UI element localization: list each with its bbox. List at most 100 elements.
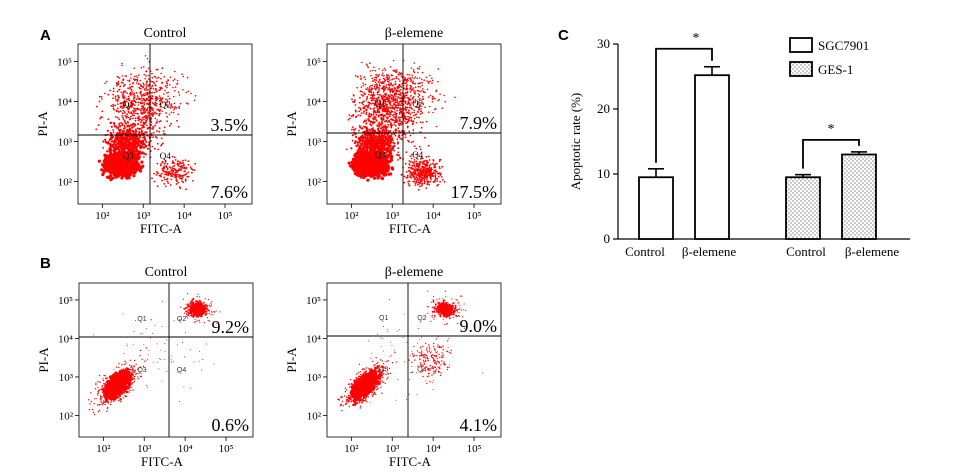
y-tick-label: 10⁵	[58, 295, 73, 307]
legend-swatch	[789, 37, 813, 53]
x-tick-label: 10⁴	[178, 443, 193, 455]
bar-SGC7901-0	[638, 176, 674, 240]
bar-chart: 0 10 20 30 Apoptotic rate (%) Control β-elemen…	[568, 31, 910, 259]
significance-bracket	[655, 47, 713, 163]
x-tick-label: 10³	[385, 443, 400, 455]
y-tick-label: 10⁴	[306, 333, 321, 345]
quadrant-label: Q3	[379, 366, 388, 373]
y-tick-label: 10²	[307, 177, 322, 189]
bar-category-label: β-elemene	[845, 244, 899, 259]
significance-bracket	[802, 139, 860, 169]
flow-plot-A-elemene: β-elemene Q1 Q2 Q3 Q4 7.9% 17.5% 10² 10³ 10⁴ 10⁵ 10…	[284, 26, 502, 236]
quadrant-label: Q2	[412, 98, 423, 108]
y-tick-label: 10²	[59, 410, 74, 422]
y-axis-label: PI-A	[36, 347, 51, 373]
y-tick-label: 10²	[58, 177, 73, 189]
x-tick-label: 10⁵	[218, 210, 233, 222]
quadrant-label: Q3	[137, 367, 146, 374]
y-tick-label: 10³	[59, 372, 74, 384]
quadrant-label: Q4	[417, 366, 426, 373]
bar-y-axis-label: Apoptotic rate (%)	[568, 93, 583, 190]
upper-right-percent: 9.0%	[460, 316, 498, 336]
x-tick-label: 10⁴	[177, 210, 192, 222]
y-axis-label: PI-A	[35, 111, 50, 137]
flow-plot-title: β-elemene	[385, 26, 443, 41]
x-tick-label: 10⁵	[467, 443, 482, 455]
legend-swatch	[789, 61, 813, 77]
y-tick-label: 10³	[307, 372, 322, 384]
bar-y-tick-label: 0	[604, 231, 611, 246]
y-tick-label: 10⁴	[306, 97, 321, 109]
quadrant-label: Q1	[123, 100, 134, 110]
y-axis-label: PI-A	[284, 111, 299, 137]
plot-frame	[78, 282, 254, 438]
panel-label-c: C	[558, 27, 569, 44]
quadrant-label: Q3	[123, 151, 134, 161]
x-axis-label: FITC-A	[389, 454, 432, 469]
quadrant-label: Q1	[379, 315, 388, 322]
y-axis-label: PI-A	[284, 347, 299, 373]
flow-plot-B-control: Control Q1 Q2 Q3 Q4 9.2% 0.6% 10² 10³ 10⁴ 10⁵ 10² 10…	[36, 265, 254, 469]
legend-label: GES-1	[818, 62, 853, 77]
y-tick-label: 10²	[307, 410, 322, 422]
flow-plot-A-control: Control Q1 Q2 Q3 Q4 3.5% 7.6% 10² 10³ 10⁴ 10⁵ 10² 10…	[35, 26, 253, 236]
x-tick-label: 10²	[344, 210, 359, 222]
scatter-dots	[337, 290, 484, 412]
x-tick-label: 10⁵	[219, 443, 234, 455]
quadrant-label: Q3	[375, 150, 386, 160]
y-tick-label: 10⁵	[306, 57, 321, 69]
bar-y-tick-label: 10	[597, 166, 610, 181]
bar-SGC7901-1	[694, 74, 730, 240]
y-tick-label: 10⁴	[58, 333, 73, 345]
x-axis-label: FITC-A	[141, 454, 184, 469]
quadrant-label: Q4	[160, 151, 171, 161]
quadrant-label: Q2	[417, 315, 426, 322]
bar-legend: SGC7901 GES-1	[789, 37, 869, 77]
quadrant-label: Q2	[160, 100, 171, 110]
bar-category-label: β-elemene	[682, 244, 736, 259]
legend-label: SGC7901	[818, 38, 869, 53]
quadrant-label: Q4	[177, 367, 186, 374]
y-tick-label: 10³	[58, 137, 73, 149]
x-tick-label: 10²	[344, 443, 359, 455]
bar-category-label: Control	[786, 244, 826, 259]
panel-label-a: A	[40, 27, 51, 44]
x-tick-label: 10³	[137, 443, 152, 455]
x-tick-label: 10²	[96, 443, 111, 455]
lower-right-percent: 0.6%	[212, 415, 250, 435]
scatter-dots	[87, 293, 221, 416]
flow-plot-B-elemene: β-elemene Q1 Q2 Q3 Q4 9.0% 4.1% 10² 10³ 10⁴ 10⁵ 10²…	[284, 265, 502, 469]
quadrant-label: Q2	[177, 316, 186, 323]
quadrant-label: Q4	[412, 150, 423, 160]
bar-category-label: Control	[625, 244, 665, 259]
panel-label-b: B	[40, 255, 51, 272]
plot-frame	[326, 282, 502, 438]
upper-right-percent: 3.5%	[211, 115, 249, 135]
x-axis-label: FITC-A	[140, 221, 183, 236]
quadrant-label: Q1	[375, 98, 386, 108]
x-tick-label: 10³	[385, 210, 400, 222]
y-tick-label: 10⁴	[57, 97, 72, 109]
x-tick-label: 10⁴	[426, 210, 441, 222]
plot-frame	[326, 43, 502, 205]
y-tick-label: 10³	[307, 137, 322, 149]
bar-y-tick-label: 20	[597, 101, 610, 116]
flow-cytometry-plots: Control Q1 Q2 Q3 Q4 3.5% 7.6% 10² 10³ 10⁴ 10⁵ 10² 10…	[35, 26, 502, 469]
bar-GES-1-1	[841, 153, 877, 240]
x-tick-label: 10³	[136, 210, 151, 222]
bar-GES-1-0	[785, 176, 821, 240]
upper-right-percent: 7.9%	[460, 113, 498, 133]
y-tick-label: 10⁵	[57, 57, 72, 69]
flow-plot-title: Control	[145, 265, 188, 280]
lower-right-percent: 17.5%	[451, 182, 498, 202]
lower-right-percent: 7.6%	[211, 182, 249, 202]
x-axis-label: FITC-A	[389, 221, 432, 236]
quadrant-label: Q1	[137, 316, 146, 323]
significance-star: *	[828, 122, 835, 137]
x-tick-label: 10²	[95, 210, 110, 222]
plot-frame	[77, 43, 253, 205]
significance-star: *	[693, 31, 700, 46]
flow-plot-title: β-elemene	[385, 265, 443, 280]
scatter-dots	[345, 59, 456, 191]
